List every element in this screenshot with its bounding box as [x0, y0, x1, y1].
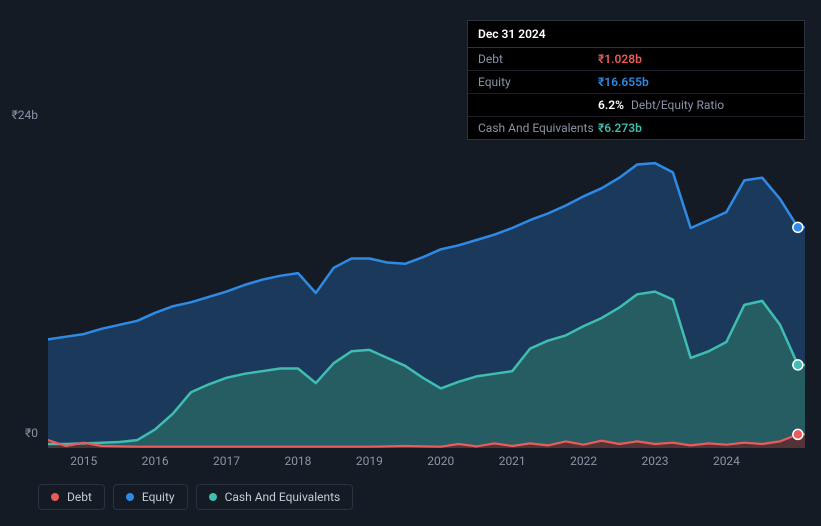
tooltip-label: Debt — [478, 52, 598, 66]
tooltip-value-debt: ₹1.028b — [598, 52, 642, 66]
legend-dot — [209, 493, 217, 501]
tooltip-value-equity: ₹16.655b — [598, 75, 649, 89]
legend-label: Equity — [142, 490, 175, 504]
x-tick-label: 2018 — [284, 454, 311, 468]
x-tick-label: 2015 — [70, 454, 97, 468]
tooltip-label: Cash And Equivalents — [478, 121, 598, 135]
x-tick-label: 2016 — [142, 454, 169, 468]
legend: Debt Equity Cash And Equivalents — [38, 484, 353, 510]
tooltip-label — [478, 98, 598, 112]
tooltip-label: Equity — [478, 75, 598, 89]
x-tick-label: 2024 — [713, 454, 740, 468]
tooltip-row-cash: Cash And Equivalents ₹6.273b — [468, 117, 804, 139]
tooltip-row-debt: Debt ₹1.028b — [468, 48, 804, 71]
plot-area[interactable] — [48, 130, 805, 448]
legend-item-debt[interactable]: Debt — [38, 484, 105, 510]
legend-dot — [126, 493, 134, 501]
y-tick-label: ₹24b — [8, 108, 38, 122]
area-chart-svg — [48, 130, 805, 448]
tooltip-row-equity: Equity ₹16.655b — [468, 71, 804, 94]
legend-label: Debt — [67, 490, 92, 504]
x-tick-label: 2017 — [213, 454, 240, 468]
tooltip-value-cash: ₹6.273b — [598, 121, 642, 135]
x-tick-label: 2022 — [570, 454, 597, 468]
x-tick-label: 2020 — [427, 454, 454, 468]
tooltip-row-ratio: 6.2% Debt/Equity Ratio — [468, 94, 804, 117]
hover-tooltip: Dec 31 2024 Debt ₹1.028b Equity ₹16.655b… — [467, 20, 805, 140]
y-tick-label: ₹0 — [8, 426, 38, 440]
legend-label: Cash And Equivalents — [225, 490, 341, 504]
tooltip-date: Dec 31 2024 — [468, 21, 804, 48]
x-tick-label: 2019 — [356, 454, 383, 468]
legend-item-equity[interactable]: Equity — [113, 484, 188, 510]
tooltip-ratio-text: Debt/Equity Ratio — [631, 98, 724, 112]
tooltip-ratio-pct: 6.2% — [598, 98, 624, 112]
x-tick-label: 2021 — [499, 454, 526, 468]
legend-dot — [51, 493, 59, 501]
legend-item-cash[interactable]: Cash And Equivalents — [196, 484, 354, 510]
x-tick-label: 2023 — [642, 454, 669, 468]
